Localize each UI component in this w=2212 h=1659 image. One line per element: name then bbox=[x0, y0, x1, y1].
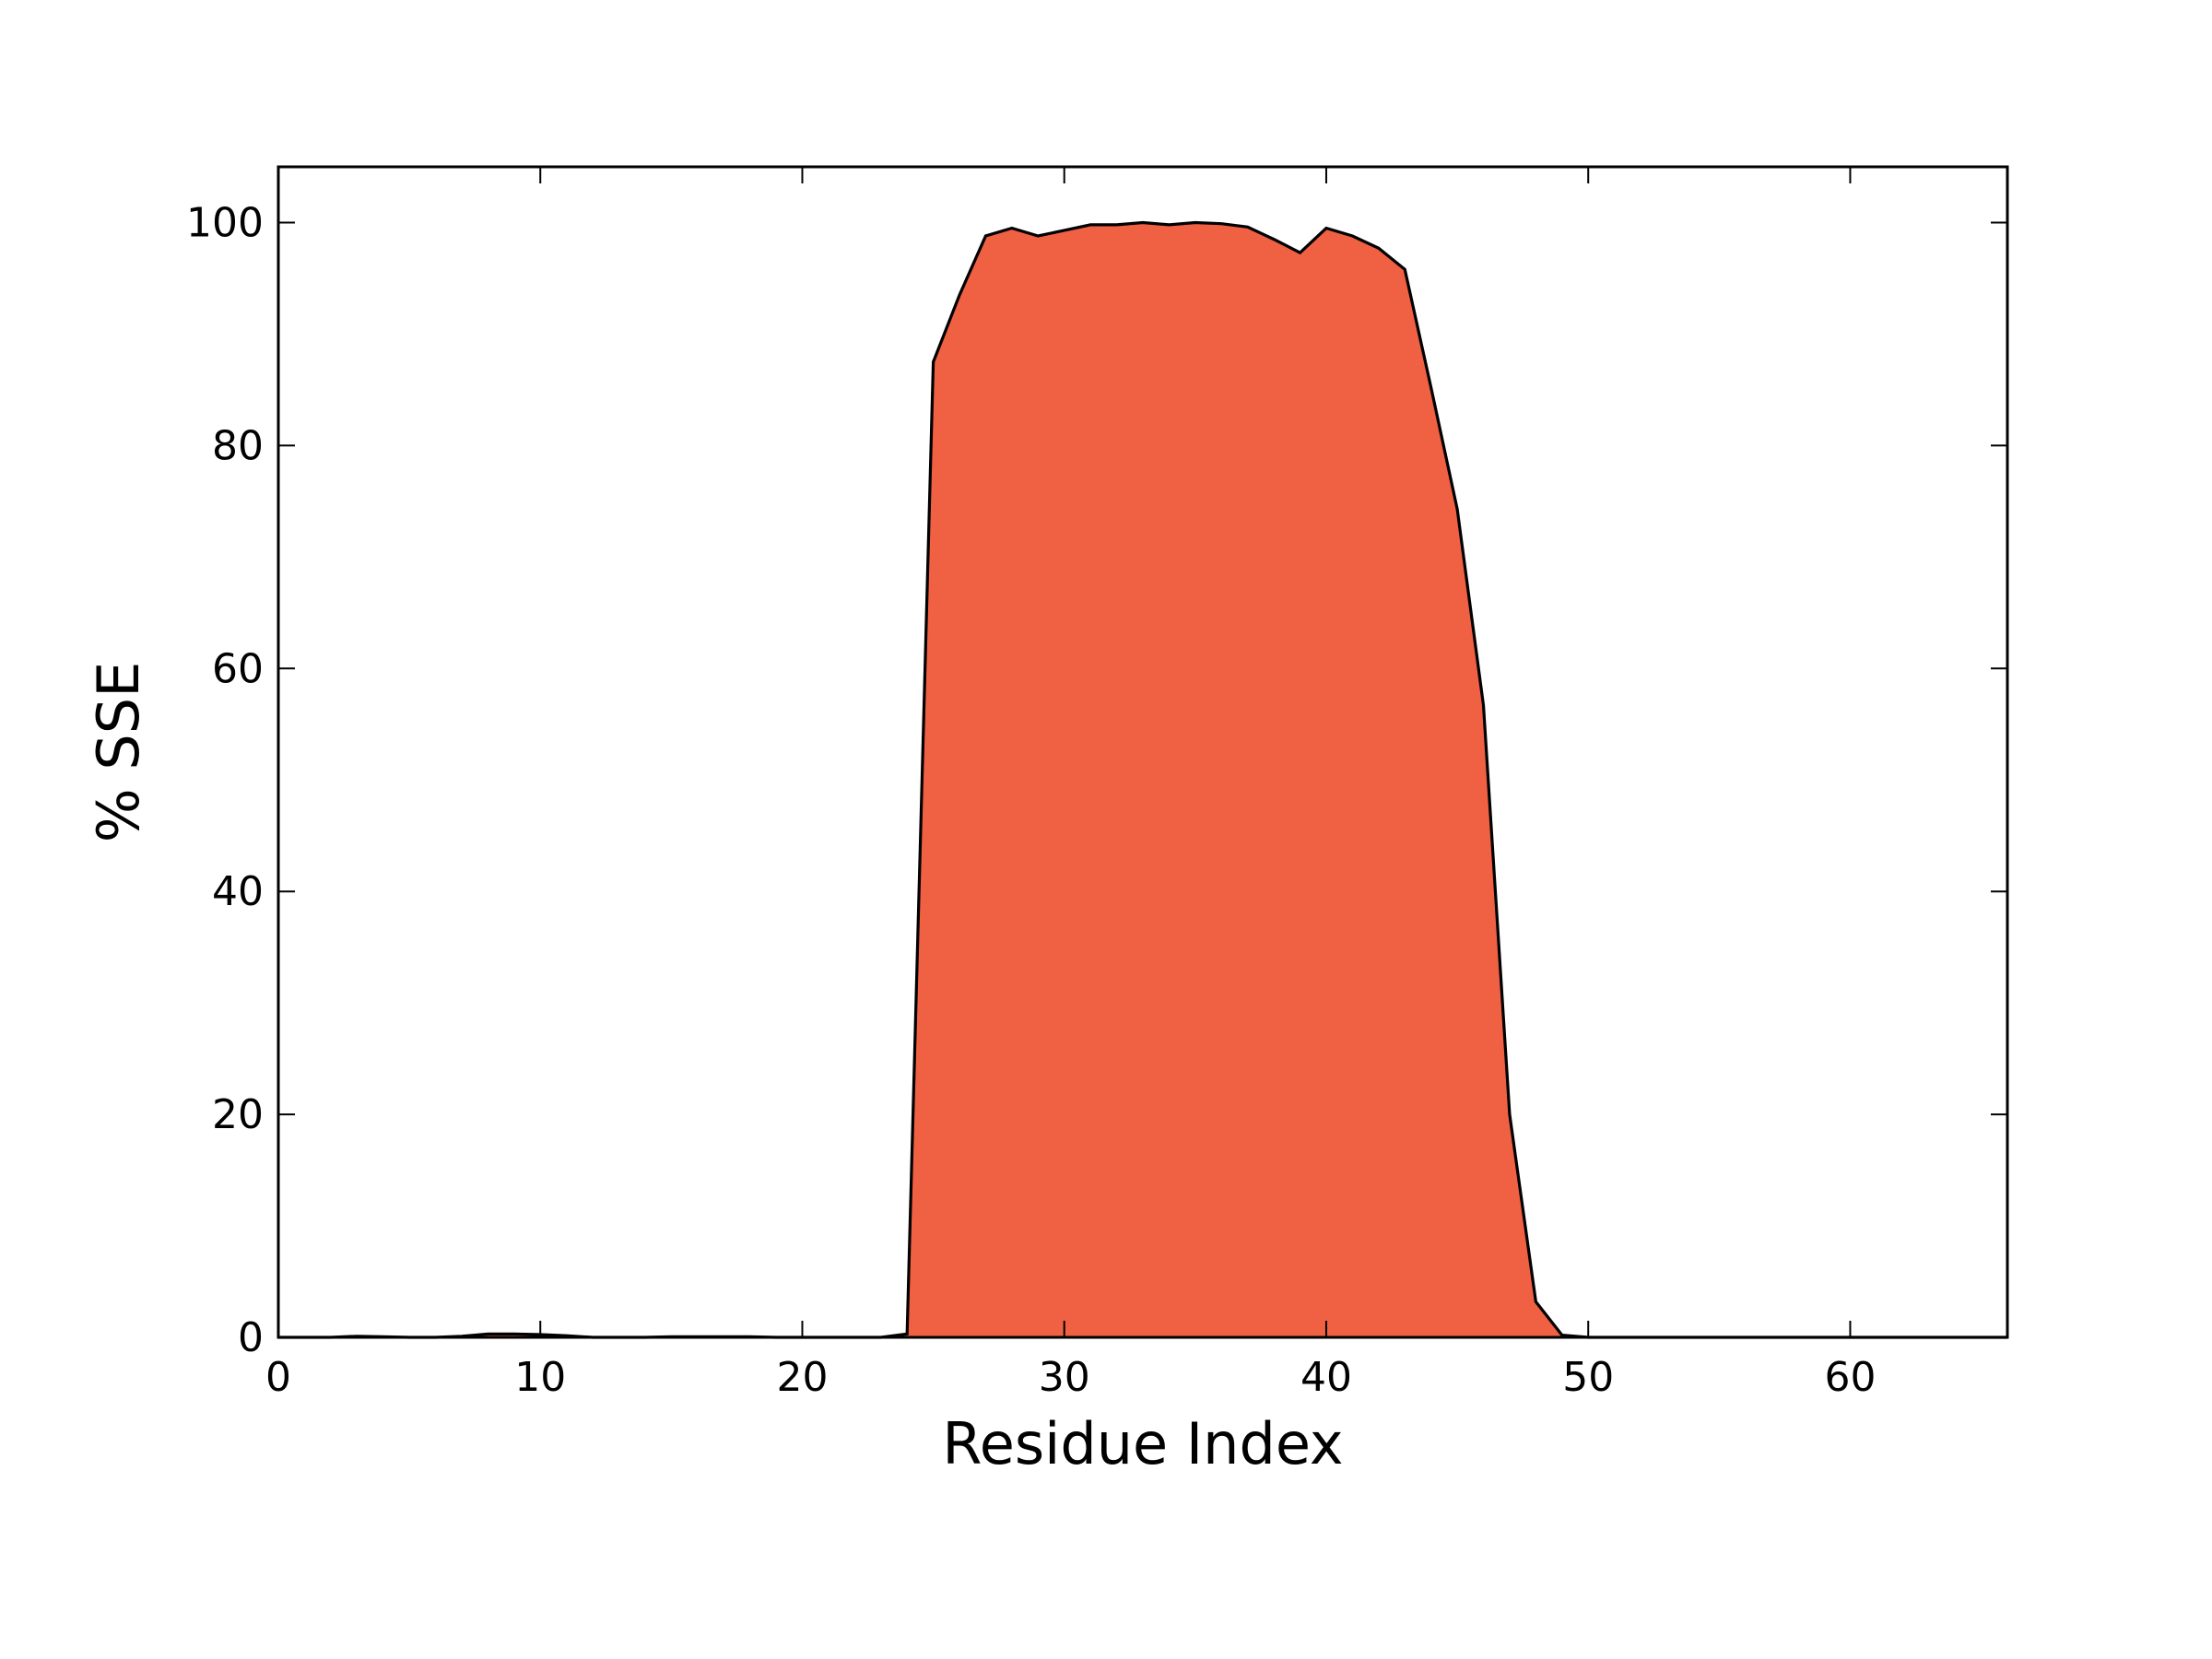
y-tick-label: 60 bbox=[212, 645, 264, 692]
x-tick-label: 50 bbox=[1562, 1354, 1614, 1401]
x-tick-label: 20 bbox=[776, 1354, 828, 1401]
y-tick-label: 0 bbox=[238, 1314, 264, 1361]
x-tick-label: 60 bbox=[1824, 1354, 1876, 1401]
x-axis-label: Residue Index bbox=[942, 1410, 1343, 1477]
axes-frame bbox=[276, 165, 2009, 1339]
x-tick-label: 0 bbox=[265, 1354, 291, 1401]
tick-labels: 0 10 20 30 40 50 60 0 20 40 60 80 100 bbox=[186, 199, 1876, 1401]
y-tick-label: 40 bbox=[212, 868, 264, 915]
y-axis-label: % SSE bbox=[85, 662, 152, 843]
y-tick-label: 20 bbox=[212, 1091, 264, 1138]
y-tick-label: 100 bbox=[186, 199, 264, 246]
y-tick-label: 80 bbox=[212, 422, 264, 469]
x-tick-label: 30 bbox=[1039, 1354, 1090, 1401]
x-tick-label: 10 bbox=[514, 1354, 566, 1401]
x-tick-label: 40 bbox=[1300, 1354, 1352, 1401]
sse-area-fill bbox=[278, 222, 2007, 1338]
